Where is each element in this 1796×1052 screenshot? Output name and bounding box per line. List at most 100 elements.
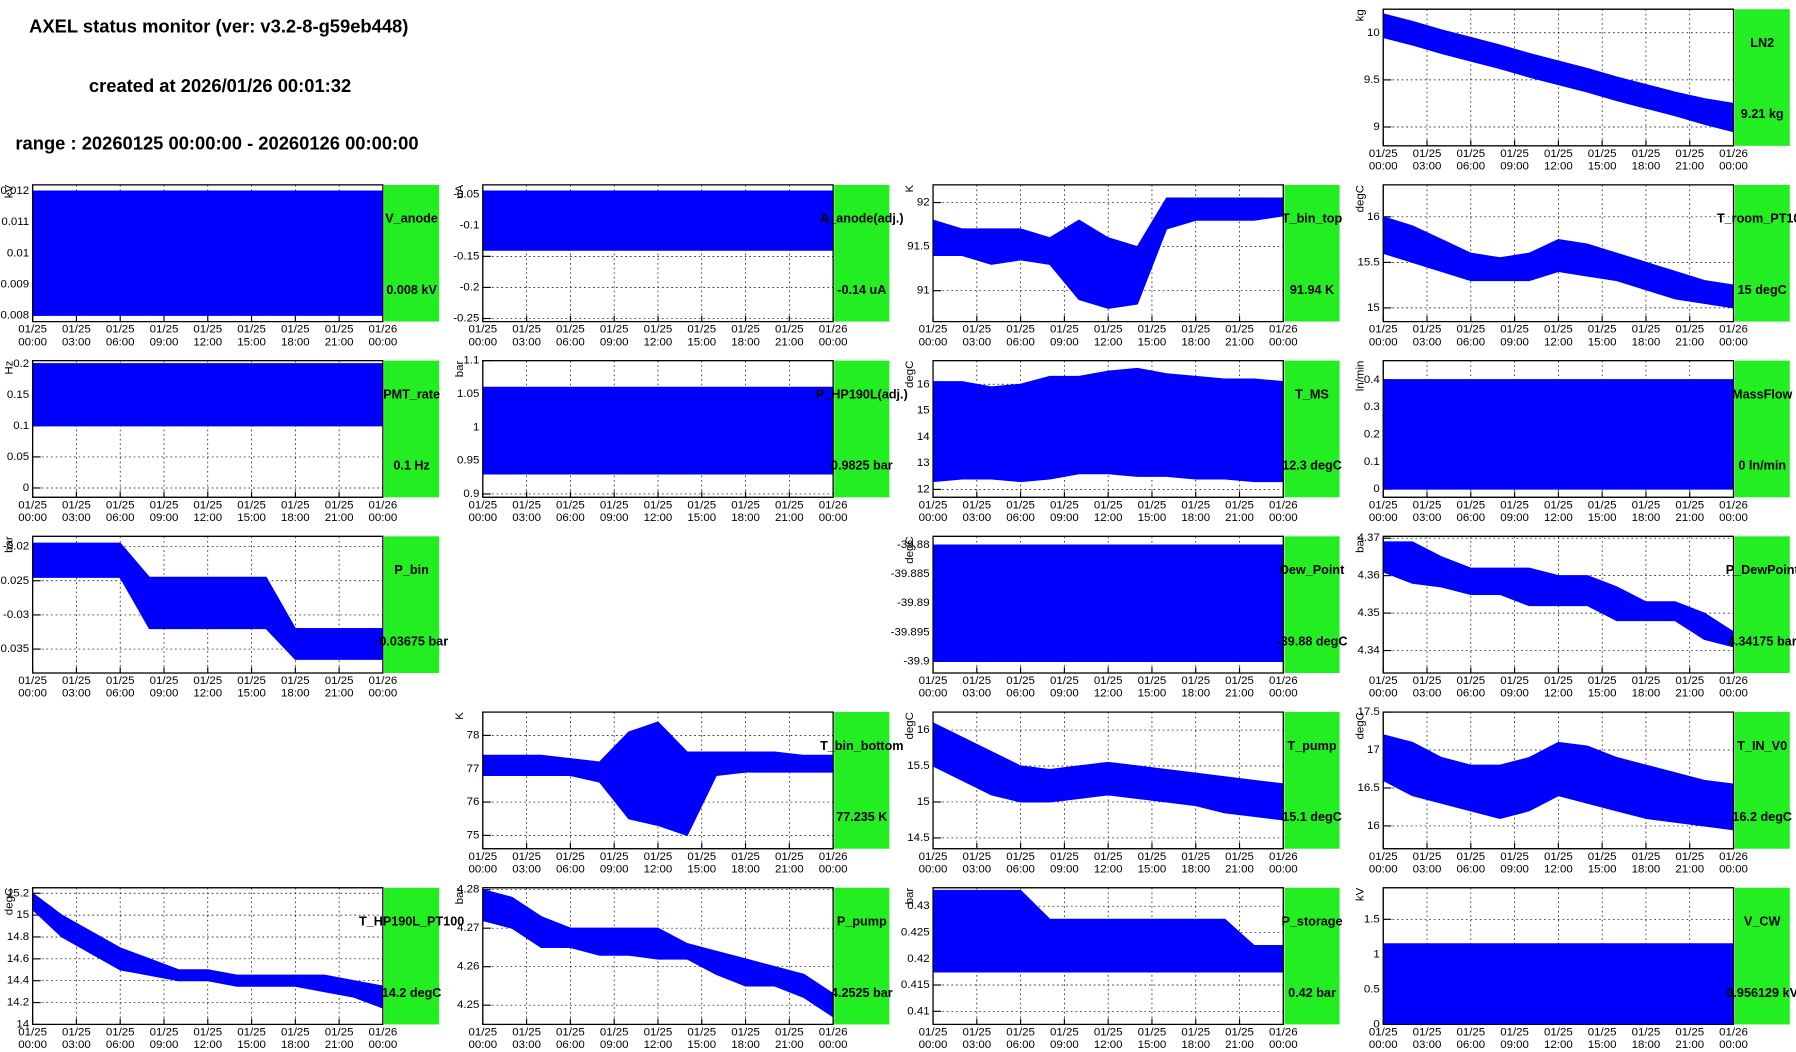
- y-tick-label: 13: [917, 457, 930, 469]
- data-band: [32, 542, 383, 660]
- x-tick-time: 18:00: [1632, 863, 1661, 875]
- x-tick-time: 12:00: [1094, 688, 1123, 700]
- x-tick-date: 01/25: [919, 324, 948, 336]
- x-tick-date: 01/25: [237, 675, 266, 687]
- channel-name: P_HP190L(adj.): [816, 387, 908, 401]
- plot-frame-outline: [1382, 184, 1735, 323]
- x-tick-date: 01/25: [644, 324, 673, 336]
- monitor-title: AXEL status monitor (ver: v3.2-8-g59eb44…: [29, 15, 408, 36]
- latest-value: -0.14 uA: [837, 283, 886, 297]
- x-tick-date: 01/25: [1675, 1027, 1704, 1039]
- x-tick-date: 01/25: [775, 324, 804, 336]
- x-tick-date: 01/25: [1456, 1027, 1485, 1039]
- plot-frame-outline: [32, 360, 384, 498]
- unit-label: degC: [904, 361, 916, 388]
- x-tick-date: 01/25: [1369, 499, 1398, 511]
- x-tick-date: 01/25: [1588, 1027, 1617, 1039]
- x-tick-time: 21:00: [1675, 688, 1704, 700]
- x-tick-time: 00:00: [919, 863, 948, 875]
- status-box: [1734, 712, 1790, 849]
- latest-value: 0.956129 kV: [1726, 986, 1796, 1000]
- x-tick-time: 00:00: [369, 688, 398, 700]
- x-tick-time: 00:00: [468, 1039, 497, 1051]
- x-tick-date: 01/25: [1006, 499, 1035, 511]
- x-tick-date: 01/25: [1413, 148, 1442, 160]
- panel: 01/2500:0001/2503:0001/2506:0001/2509:00…: [1354, 360, 1793, 524]
- x-tick-time: 06:00: [556, 512, 585, 524]
- x-tick-time: 12:00: [644, 336, 673, 348]
- x-tick-time: 00:00: [819, 863, 848, 875]
- x-tick-time: 09:00: [600, 512, 629, 524]
- x-tick-time: 00:00: [1269, 512, 1298, 524]
- x-tick-time: 15:00: [1138, 863, 1167, 875]
- unit-label: kV: [1354, 887, 1366, 901]
- x-tick-time: 21:00: [1675, 336, 1704, 348]
- x-tick-date: 01/25: [1138, 324, 1167, 336]
- x-tick-time: 12:00: [644, 1039, 673, 1051]
- y-tick-label: 0.1: [13, 420, 29, 432]
- x-tick-date: 01/25: [150, 499, 179, 511]
- x-tick-date: 01/26: [819, 1027, 848, 1039]
- x-tick-time: 00:00: [1369, 688, 1398, 700]
- x-tick-date: 01/25: [1675, 324, 1704, 336]
- x-tick-time: 00:00: [18, 512, 47, 524]
- data-band: [32, 190, 383, 316]
- data-band: [933, 544, 1284, 662]
- y-tick-label: 0.42: [907, 953, 929, 965]
- y-tick-label: 16: [1367, 211, 1380, 223]
- channel-name: P_bin: [394, 563, 428, 577]
- latest-value: -39.88 degC: [1277, 634, 1348, 648]
- x-tick-time: 00:00: [18, 1039, 47, 1051]
- x-tick-date: 01/25: [919, 1027, 948, 1039]
- x-tick-time: 18:00: [731, 1039, 760, 1051]
- status-box: [1284, 360, 1340, 498]
- y-tick-label: 15.5: [1357, 256, 1379, 268]
- x-tick-date: 01/25: [1632, 851, 1661, 863]
- y-tick-label: 0.009: [0, 278, 29, 290]
- y-tick-label: -39.89: [897, 597, 930, 609]
- y-tick-label: 0.43: [907, 900, 929, 912]
- x-tick-time: 18:00: [731, 512, 760, 524]
- panel: 01/2500:0001/2503:0001/2506:0001/2509:00…: [901, 887, 1343, 1051]
- x-tick-time: 15:00: [237, 688, 266, 700]
- x-tick-time: 21:00: [775, 863, 804, 875]
- x-tick-time: 09:00: [1050, 863, 1079, 875]
- x-tick-date: 01/25: [1369, 1027, 1398, 1039]
- status-box: [834, 360, 890, 498]
- x-tick-date: 01/26: [1269, 499, 1298, 511]
- x-tick-time: 03:00: [512, 1039, 541, 1051]
- x-tick-date: 01/25: [775, 1027, 804, 1039]
- x-tick-time: 21:00: [325, 336, 354, 348]
- panel: 01/2500:0001/2503:0001/2506:0001/2509:00…: [0, 184, 440, 348]
- x-tick-date: 01/25: [1181, 499, 1210, 511]
- x-tick-time: 18:00: [1632, 688, 1661, 700]
- x-tick-time: 00:00: [819, 336, 848, 348]
- x-tick-date: 01/25: [556, 851, 585, 863]
- status-box: [384, 360, 440, 498]
- y-tick-label: 0: [1373, 1018, 1379, 1030]
- x-tick-date: 01/25: [556, 1027, 585, 1039]
- y-tick-label: 1.05: [457, 388, 479, 400]
- x-tick-time: 03:00: [1413, 512, 1442, 524]
- y-tick-label: 77: [467, 763, 480, 775]
- unit-label: K: [904, 185, 916, 193]
- x-tick-date: 01/26: [1719, 324, 1748, 336]
- x-tick-time: 00:00: [369, 1039, 398, 1051]
- y-tick-label: 4.26: [457, 961, 479, 973]
- y-tick-label: 14.8: [7, 931, 29, 943]
- x-tick-time: 21:00: [1225, 863, 1254, 875]
- x-tick-date: 01/25: [1225, 499, 1254, 511]
- x-tick-date: 01/25: [919, 499, 948, 511]
- x-tick-time: 03:00: [1413, 688, 1442, 700]
- x-tick-date: 01/25: [1588, 675, 1617, 687]
- x-tick-time: 18:00: [1632, 512, 1661, 524]
- x-tick-time: 18:00: [1181, 512, 1210, 524]
- x-tick-time: 00:00: [1719, 512, 1748, 524]
- x-tick-date: 01/26: [1719, 148, 1748, 160]
- x-tick-date: 01/25: [1588, 851, 1617, 863]
- y-tick-label: 0.415: [901, 979, 930, 991]
- panel: 01/2500:0001/2503:0001/2506:0001/2509:00…: [1354, 532, 1796, 699]
- x-tick-date: 01/25: [512, 1027, 541, 1039]
- x-tick-time: 21:00: [325, 688, 354, 700]
- x-tick-date: 01/25: [237, 499, 266, 511]
